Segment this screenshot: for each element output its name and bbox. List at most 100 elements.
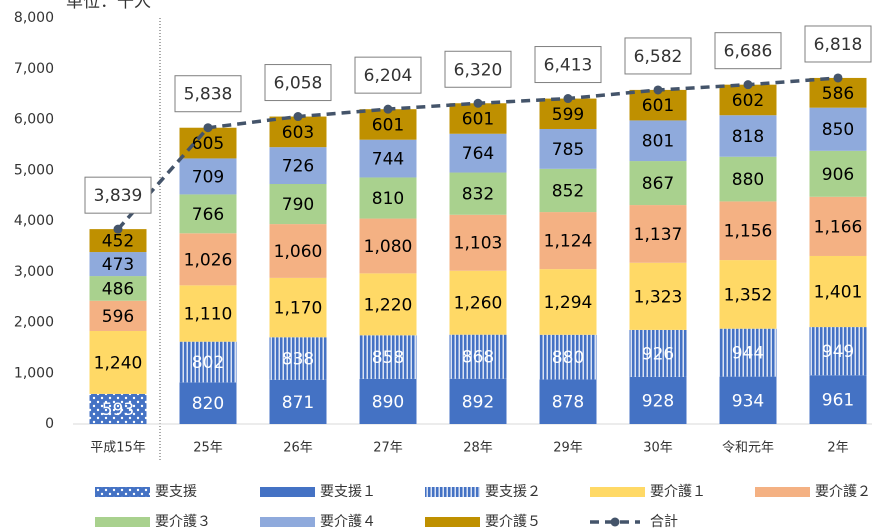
x-tick-label: 令和元年 xyxy=(722,441,774,456)
bar-segment xyxy=(89,330,147,394)
legend-swatch xyxy=(95,517,150,527)
bar-segment xyxy=(449,172,507,215)
x-tick-label: 27年 xyxy=(373,441,403,456)
bar-segment xyxy=(449,214,507,271)
bar-segment xyxy=(539,334,597,380)
data-label: 601 xyxy=(462,110,494,130)
data-label: 868 xyxy=(462,348,494,368)
legend-swatch xyxy=(755,487,810,497)
bar-segment xyxy=(809,77,867,108)
x-tick-label: 28年 xyxy=(463,441,493,456)
bar-segment xyxy=(719,328,777,377)
data-label: 1,170 xyxy=(274,299,323,319)
unit-label: 単位：千人 xyxy=(66,0,151,12)
bar-segment xyxy=(269,147,327,185)
x-tick-label: 25年 xyxy=(193,441,223,456)
total-marker xyxy=(383,104,393,114)
data-label: 890 xyxy=(372,392,404,412)
data-label: 1,124 xyxy=(544,232,593,252)
bar-segment xyxy=(179,341,237,383)
data-label: 934 xyxy=(732,391,764,411)
data-label: 486 xyxy=(102,279,134,299)
bar-segment xyxy=(539,269,597,335)
legend-swatch xyxy=(260,487,315,497)
data-label: 880 xyxy=(552,348,584,368)
data-label: 452 xyxy=(102,232,134,252)
bar-segment xyxy=(269,184,327,225)
bar-segment xyxy=(89,252,147,277)
legend-swatch xyxy=(425,517,480,527)
y-tick-label: 5,000 xyxy=(14,162,54,178)
data-label: 1,080 xyxy=(364,237,413,257)
data-label: 1,166 xyxy=(814,217,863,237)
bar-segment xyxy=(539,128,597,169)
total-label-box xyxy=(804,25,872,63)
data-label: 709 xyxy=(192,167,224,187)
y-tick-label: 7,000 xyxy=(14,61,54,77)
data-label: 601 xyxy=(372,115,404,135)
total-label: 3,839 xyxy=(94,186,143,206)
bar-segment xyxy=(629,89,687,121)
total-label: 6,320 xyxy=(454,60,503,80)
data-label: 1,323 xyxy=(634,287,683,307)
data-label: 1,294 xyxy=(544,293,593,313)
data-label: 944 xyxy=(732,344,764,364)
legend-label: 要介護１ xyxy=(650,484,706,500)
bar-segment xyxy=(539,168,597,213)
total-label: 5,838 xyxy=(184,85,233,105)
data-label: 766 xyxy=(192,205,224,225)
x-tick-label: 平成15年 xyxy=(90,441,146,456)
data-label: 1,103 xyxy=(454,234,503,254)
data-label: 928 xyxy=(642,391,674,411)
bar-segment xyxy=(809,375,867,424)
total-label: 6,204 xyxy=(364,66,413,86)
legend-swatch xyxy=(260,517,315,527)
y-tick-label: 8,000 xyxy=(14,10,54,26)
total-label-box xyxy=(534,46,602,84)
legend-label: 要介護２ xyxy=(815,484,871,500)
total-label-box xyxy=(174,75,242,113)
total-marker xyxy=(293,112,303,122)
bar-segment xyxy=(719,156,777,202)
data-label: 1,110 xyxy=(184,305,233,325)
data-label: 852 xyxy=(552,181,584,201)
bar-segment xyxy=(179,127,237,159)
data-label: 1,220 xyxy=(364,295,413,315)
bar-segment xyxy=(89,300,147,331)
bar-segment xyxy=(629,329,687,377)
data-label: 820 xyxy=(192,394,224,414)
legend-label: 合計 xyxy=(650,514,678,530)
total-label: 6,686 xyxy=(724,42,773,62)
data-label: 818 xyxy=(732,127,764,147)
data-label: 1,137 xyxy=(634,225,683,245)
bar-segment xyxy=(179,285,237,342)
total-label-box xyxy=(354,56,422,94)
bar-segment xyxy=(719,84,777,116)
total-marker xyxy=(833,73,843,83)
total-label: 6,413 xyxy=(544,56,593,76)
bar-segment xyxy=(539,212,597,270)
total-marker xyxy=(653,85,663,95)
legend-label: 要介護４ xyxy=(320,514,376,530)
data-label: 1,260 xyxy=(454,294,503,314)
y-tick-label: 6,000 xyxy=(14,112,54,128)
x-tick-label: 29年 xyxy=(553,441,583,456)
bar-segment xyxy=(629,205,687,263)
x-tick-label: 30年 xyxy=(643,441,673,456)
bar-segment xyxy=(179,194,237,234)
bar-segment xyxy=(809,327,867,376)
data-label: 1,401 xyxy=(814,283,863,303)
bar-segment xyxy=(89,393,147,424)
data-label: 858 xyxy=(372,348,404,368)
bar-segment xyxy=(809,107,867,151)
data-label: 1,240 xyxy=(94,353,143,373)
data-label: 599 xyxy=(552,105,584,125)
total-label: 6,818 xyxy=(814,35,863,55)
data-label: 801 xyxy=(642,132,674,152)
data-label: 1,026 xyxy=(184,250,233,270)
bar-segment xyxy=(179,233,237,286)
x-tick-label: 26年 xyxy=(283,441,313,456)
bar-segment xyxy=(359,335,417,379)
data-label: 810 xyxy=(372,189,404,209)
